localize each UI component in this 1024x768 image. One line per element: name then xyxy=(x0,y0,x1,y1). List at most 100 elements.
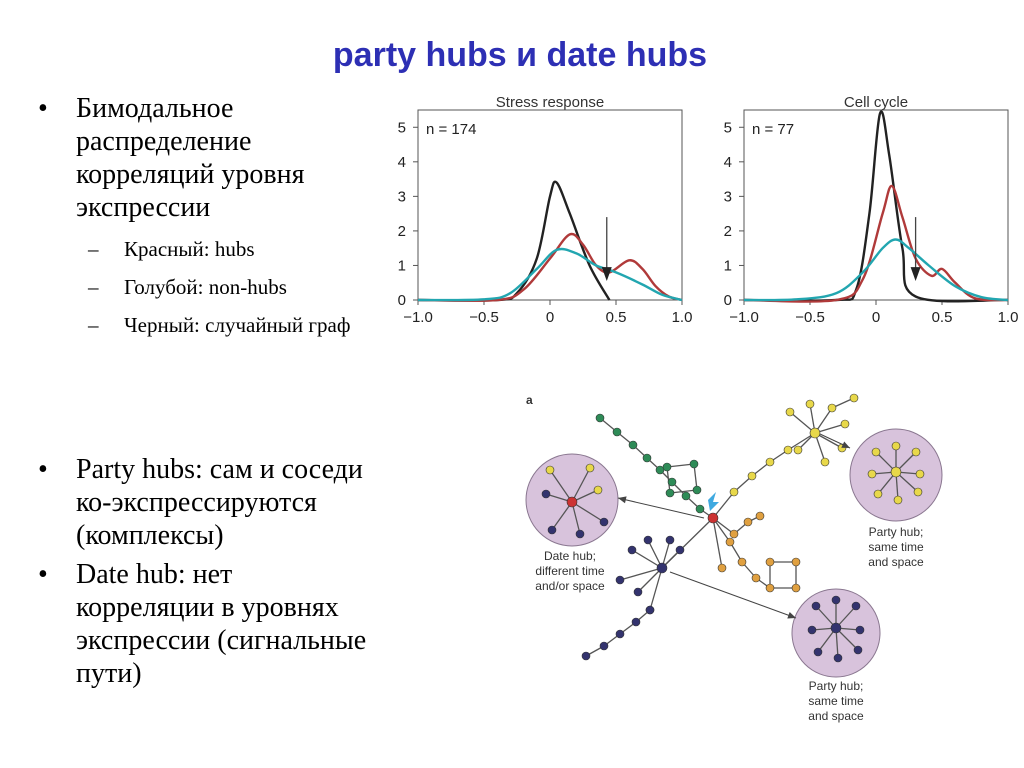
panel-label: a xyxy=(526,393,533,407)
y-tick-label: 4 xyxy=(398,154,406,171)
party-hub-neighbor-node xyxy=(913,487,923,497)
orange-node xyxy=(765,583,775,593)
bullet-dot: • xyxy=(38,93,48,124)
navy-node xyxy=(643,535,653,545)
bullet-list-bottom: • Party hubs: сам и соседи ко-экспрессир… xyxy=(38,453,448,690)
date-hub-label: and/or space xyxy=(535,579,605,593)
date-hub-neighbor-node xyxy=(599,517,609,527)
network-edge xyxy=(637,567,663,593)
party-hub-neighbor-node xyxy=(831,595,841,605)
party-hub-neighbor-node xyxy=(833,653,843,663)
yellow-hub-node xyxy=(809,427,821,439)
y-tick-label: 5 xyxy=(398,119,406,136)
green-node xyxy=(667,477,677,487)
yellow-node xyxy=(793,445,803,455)
navy-node xyxy=(615,575,625,585)
party-hub-neighbor-node xyxy=(891,441,901,451)
hubs-line xyxy=(417,232,683,302)
x-tick-label: −1.0 xyxy=(729,309,759,326)
yellow-node xyxy=(827,403,837,413)
random-graph-line xyxy=(743,110,1009,303)
party-hub-top-label: and space xyxy=(868,555,924,569)
x-tick-label: 0.5 xyxy=(932,309,953,326)
arrow-to-party-hub-bottom-head-icon xyxy=(787,611,796,619)
chart-title: Stress response xyxy=(496,94,604,111)
chart-title: Cell cycle xyxy=(844,94,908,111)
y-tick-label: 3 xyxy=(724,188,732,205)
party-hub-node xyxy=(890,466,902,478)
sample-size-label: n = 77 xyxy=(752,121,794,138)
navy-node xyxy=(645,605,655,615)
bullet-text-line: пути) xyxy=(76,658,142,689)
network-edge xyxy=(619,567,663,581)
party-hub-neighbor-node xyxy=(851,601,861,611)
network-nodes xyxy=(541,393,925,663)
green-node xyxy=(681,491,691,501)
sub-bullet-cyan: – Голубой: non-hubs xyxy=(38,274,448,300)
navy-node xyxy=(615,629,625,639)
bullet-text-line: экспрессии xyxy=(76,192,211,223)
orange-node xyxy=(729,529,739,539)
date-hub-neighbor-node xyxy=(545,465,555,475)
lightning-icon xyxy=(708,492,719,511)
date-hub-neighbor-node xyxy=(547,525,557,535)
bullet-text-line: корреляций уровня xyxy=(76,159,305,190)
yellow-node xyxy=(765,457,775,467)
y-tick-label: 1 xyxy=(724,257,732,274)
party-hub-neighbor-node xyxy=(811,601,821,611)
bullet-bimodal: • Бимодальное распределение корреляций у… xyxy=(38,92,448,224)
sub-bullet-red: – Красный: hubs xyxy=(38,236,448,262)
bullet-text-line: Бимодальное xyxy=(76,93,234,124)
sub-dash: – xyxy=(88,275,99,299)
party-hub-node xyxy=(830,622,842,634)
x-tick-label: 0 xyxy=(546,309,554,326)
navy-node xyxy=(627,545,637,555)
sub-bullet-text: Черный: случайный граф xyxy=(124,313,351,337)
yellow-node xyxy=(840,419,850,429)
navy-node xyxy=(581,651,591,661)
network-edge xyxy=(787,432,816,451)
bullet-list-top: • Бимодальное распределение корреляций у… xyxy=(38,92,448,338)
non-hubs-line xyxy=(417,247,683,302)
bullet-text-line: (комплексы) xyxy=(76,520,224,551)
party-hub-bottom-label: Party hub; xyxy=(809,679,864,693)
plot-frame xyxy=(417,109,683,301)
non-hubs-line xyxy=(743,238,1009,302)
network-edge xyxy=(712,491,735,519)
party-hub-neighbor-node xyxy=(915,469,925,479)
y-tick-label: 2 xyxy=(724,223,732,240)
x-tick-label: −1.0 xyxy=(403,309,433,326)
arrow-to-date-hub xyxy=(617,497,705,519)
x-tick-label: 0 xyxy=(872,309,880,326)
bullet-text-line: Date hub: нет xyxy=(76,559,233,590)
green-node xyxy=(662,462,672,472)
party-hub-neighbor-node xyxy=(867,469,877,479)
network-edge xyxy=(571,501,605,523)
green-node xyxy=(695,504,705,514)
arrow-to-party-hub-top-head-icon xyxy=(841,441,850,448)
party-hub-neighbor-node xyxy=(813,647,823,657)
orange-node xyxy=(717,563,727,573)
network-edge xyxy=(712,517,723,569)
central-hub-node xyxy=(707,512,719,524)
green-node xyxy=(665,488,675,498)
yellow-node xyxy=(783,445,793,455)
yellow-node xyxy=(729,487,739,497)
hubs-line xyxy=(743,184,1009,303)
navy-node xyxy=(675,545,685,555)
y-tick-label: 4 xyxy=(724,154,732,171)
orange-node xyxy=(791,583,801,593)
date-hub-neighbor-node xyxy=(593,485,603,495)
party-hub-neighbor-node xyxy=(873,489,883,499)
y-tick-label: 1 xyxy=(398,257,406,274)
date-hub-label: Date hub; xyxy=(544,549,596,563)
sample-size-label: n = 174 xyxy=(426,121,476,138)
orange-node xyxy=(725,537,735,547)
yellow-node xyxy=(747,471,757,481)
network-edge xyxy=(571,501,581,535)
date-hub-neighbor-node xyxy=(541,489,551,499)
navy-node xyxy=(599,641,609,651)
green-node xyxy=(612,427,622,437)
orange-node xyxy=(765,557,775,567)
bullet-text-line: корреляции в уровнях xyxy=(76,592,339,623)
